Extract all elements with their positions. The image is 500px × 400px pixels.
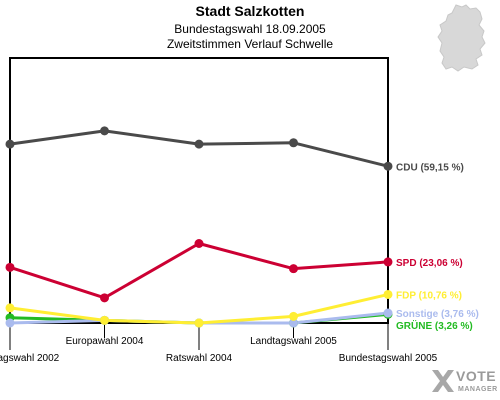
series-labels: CDU (59,15 %) SPD (23,06 %) FDP (10,76 %) S… — [396, 162, 479, 332]
data-point-sonstige — [5, 318, 15, 328]
data-point-cdu — [383, 161, 393, 171]
data-point-cdu — [5, 139, 15, 149]
data-point-spd — [5, 262, 15, 272]
series-points — [5, 126, 393, 328]
chart-subtitle: Bundestagswahl 18.09.2005 — [174, 22, 326, 36]
logo-subtext: MANAGER — [458, 386, 498, 393]
data-point-spd — [194, 239, 204, 248]
data-point-spd — [100, 293, 109, 303]
series-label-sonstige: Sonstige (3,76 %) — [396, 309, 479, 320]
data-point-fdp — [5, 303, 15, 313]
x-axis: Bundestagswahl 2002 Europawahl 2004 Ratswa… — [0, 323, 438, 364]
data-point-spd — [289, 264, 298, 274]
x-tick-label: Europawahl 2004 — [66, 336, 144, 347]
data-point-fdp — [100, 315, 109, 325]
data-point-fdp — [289, 311, 298, 321]
data-point-spd — [383, 257, 393, 267]
series-label-spd: SPD (23,06 %) — [396, 258, 463, 269]
x-tick-label: Bundestagswahl 2002 — [0, 353, 60, 364]
series-label-cdu: CDU (59,15 %) — [396, 162, 464, 173]
series-lines — [9, 129, 389, 325]
data-point-cdu — [100, 126, 109, 136]
data-point-sonstige — [289, 318, 298, 328]
vote-manager-logo-icon — [432, 370, 454, 392]
chart-title: Stadt Salzkotten — [195, 3, 305, 19]
data-point-cdu — [194, 139, 204, 149]
series-label-grüne: GRÜNE (3,26 %) — [396, 319, 473, 332]
data-point-cdu — [289, 138, 298, 148]
series-line-spd — [9, 242, 389, 300]
logo-text: VOTE — [456, 368, 497, 384]
x-tick-label: Bundestagswahl 2005 — [339, 353, 438, 364]
germany-map-icon — [437, 4, 486, 72]
data-point-fdp — [194, 318, 204, 328]
data-point-sonstige — [383, 308, 393, 318]
series-label-fdp: FDP (10,76 %) — [396, 290, 462, 301]
x-tick-label: Landtagswahl 2005 — [250, 336, 337, 347]
x-tick-label: Ratswahl 2004 — [166, 353, 233, 364]
plot-frame — [9, 57, 389, 324]
data-point-fdp — [383, 289, 393, 299]
chart-subtitle-2: Zweitstimmen Verlauf Schwelle — [166, 37, 334, 51]
